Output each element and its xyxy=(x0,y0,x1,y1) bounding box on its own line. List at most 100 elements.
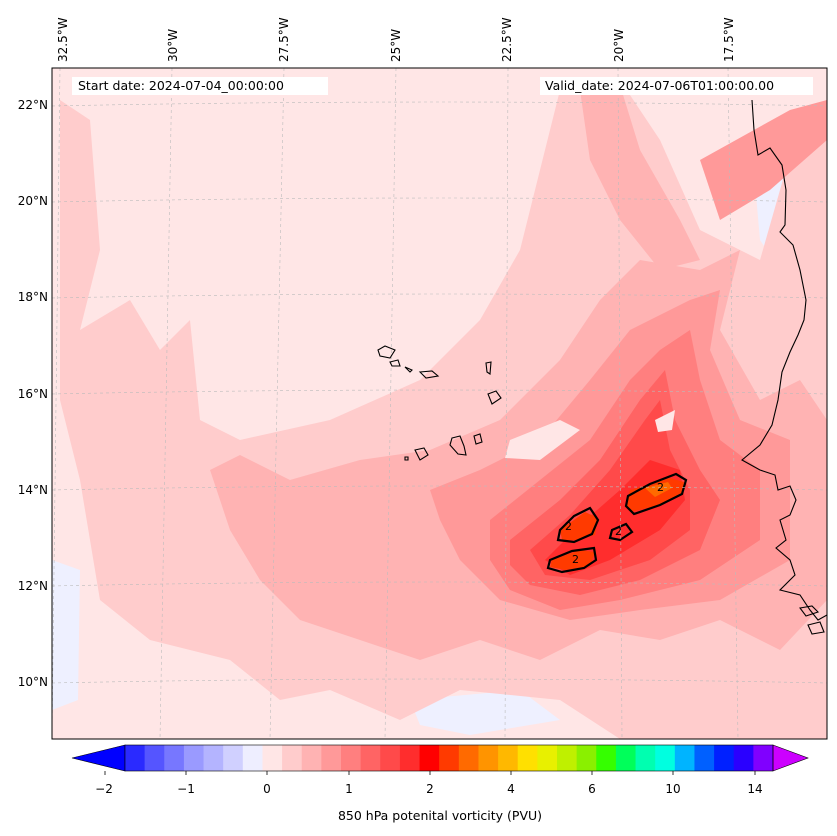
pv-contour-line xyxy=(624,472,688,516)
colorbar-segment xyxy=(419,745,440,771)
gridline-lat-16 xyxy=(52,389,827,395)
colorbar-segment xyxy=(360,745,381,771)
colorbar-frame xyxy=(124,744,774,772)
island xyxy=(807,621,825,635)
gridline-lon-22_5 xyxy=(504,68,509,739)
colorbar-segment xyxy=(144,745,165,771)
valid-date-label: Valid_date: 2024-07-06T01:00:00.00 xyxy=(540,77,813,95)
colorbar-tick: 14 xyxy=(747,782,763,796)
contour-label: 2 xyxy=(615,525,622,538)
pv-core xyxy=(560,512,598,540)
colorbar-tick: −1 xyxy=(177,782,195,796)
island-boa-vista xyxy=(487,390,502,405)
gridline-lat-20 xyxy=(52,197,827,203)
colorbar-segment xyxy=(655,745,676,771)
colorbar-segment xyxy=(458,745,479,771)
colorbar-segment xyxy=(380,745,401,771)
lon-label: 32.5°W xyxy=(56,17,70,62)
contour-label: 2 xyxy=(565,520,572,533)
colorbar-segment xyxy=(223,745,244,771)
map-area: 2 2 2 2 xyxy=(52,68,827,739)
colorbar-tick: −2 xyxy=(95,782,113,796)
lat-label: 12°N xyxy=(17,579,48,593)
lat-label: 22°N xyxy=(17,98,48,112)
pv-negative-patch xyxy=(52,560,80,710)
lat-label: 10°N xyxy=(17,675,48,689)
colorbar-tick: 10 xyxy=(665,782,681,796)
gridline-lat-18 xyxy=(52,293,827,299)
lat-label: 20°N xyxy=(17,194,48,208)
colorbar-segment xyxy=(262,745,283,771)
map-frame xyxy=(51,67,828,740)
gridline-lon-27_5 xyxy=(269,68,285,739)
colorbar-tick: 1 xyxy=(345,782,353,796)
colorbar-segment xyxy=(596,745,617,771)
lon-label: 30°W xyxy=(166,28,180,62)
colorbar-segment xyxy=(733,745,754,771)
gridline-lat-22 xyxy=(52,101,827,107)
african-coastline xyxy=(741,99,827,621)
colorbar-segment xyxy=(753,745,774,771)
colorbar-segment xyxy=(714,745,735,771)
island-sal xyxy=(485,361,492,375)
lon-label: 27.5°W xyxy=(277,17,291,62)
gridline-lon-30 xyxy=(159,68,173,739)
pv-core xyxy=(550,550,595,570)
colorbar-segment xyxy=(242,745,263,771)
lon-label: 17.5°W xyxy=(722,17,736,62)
colorbar-segment xyxy=(498,745,519,771)
lon-label: 20°W xyxy=(612,28,626,62)
colorbar xyxy=(71,744,809,775)
island-santiago xyxy=(449,435,467,456)
island xyxy=(799,605,820,617)
island xyxy=(389,359,401,367)
map-gridlines xyxy=(52,68,827,739)
colorbar-segment xyxy=(301,745,322,771)
colorbar-segment xyxy=(478,745,499,771)
island xyxy=(404,366,413,373)
coastlines xyxy=(377,99,827,635)
colorbar-segment xyxy=(164,745,185,771)
colorbar-segment xyxy=(674,745,695,771)
pv-negative-patch xyxy=(410,690,560,735)
colorbar-segment xyxy=(439,745,460,771)
pv-2-contours xyxy=(546,472,688,574)
island-fogo xyxy=(414,447,429,461)
pv-contour-line xyxy=(556,506,600,544)
colorbar-segment xyxy=(399,745,421,771)
colorbar-extend-min xyxy=(71,744,126,772)
lat-label: 18°N xyxy=(17,290,48,304)
colorbar-segment xyxy=(557,745,578,771)
pv-low-patch xyxy=(655,410,675,432)
colorbar-segment xyxy=(537,745,558,771)
island xyxy=(418,370,440,379)
lon-label: 25°W xyxy=(389,28,403,62)
gridline-lon-20 xyxy=(617,68,623,739)
colorbar-tick: 0 xyxy=(263,782,271,796)
colorbar-extend-max xyxy=(772,744,809,772)
island-maio xyxy=(473,433,483,445)
gridline-lat-14 xyxy=(52,485,827,491)
island-santo-antao xyxy=(377,345,396,359)
pv-contour-line xyxy=(546,546,598,574)
pv-low-patch xyxy=(505,420,580,460)
colorbar-label: 850 hPa potenital vorticity (PVU) xyxy=(337,808,543,823)
colorbar-segment xyxy=(203,745,224,771)
colorbar-segment xyxy=(576,745,597,771)
colorbar-segment xyxy=(125,745,146,771)
colorbar-segment xyxy=(694,745,715,771)
colorbar-segment xyxy=(635,745,656,771)
colorbar-segment xyxy=(282,745,303,771)
lat-label: 14°N xyxy=(17,483,48,497)
lon-label: 22.5°W xyxy=(500,17,514,62)
colorbar-segment xyxy=(321,745,342,771)
colorbar-tick: 4 xyxy=(507,782,515,796)
lat-label: 16°N xyxy=(17,387,48,401)
gridline-lon-25 xyxy=(384,68,397,739)
gridline-lat-10 xyxy=(52,678,827,684)
colorbar-tick: 2 xyxy=(426,782,434,796)
pv-contour-band-1 xyxy=(580,85,700,270)
contour-label: 2 xyxy=(572,553,579,566)
pv-contour-line xyxy=(608,522,634,542)
